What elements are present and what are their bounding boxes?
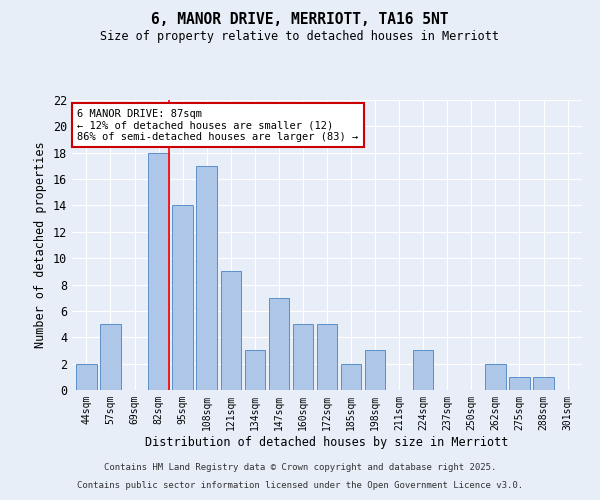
- Bar: [76, 364, 97, 390]
- Bar: [485, 364, 506, 390]
- Text: Contains HM Land Registry data © Crown copyright and database right 2025.: Contains HM Land Registry data © Crown c…: [104, 464, 496, 472]
- Bar: [413, 350, 433, 390]
- Bar: [172, 206, 193, 390]
- Bar: [245, 350, 265, 390]
- Bar: [100, 324, 121, 390]
- Bar: [221, 272, 241, 390]
- Bar: [365, 350, 385, 390]
- Y-axis label: Number of detached properties: Number of detached properties: [34, 142, 47, 348]
- Bar: [533, 377, 554, 390]
- Bar: [196, 166, 217, 390]
- Bar: [148, 152, 169, 390]
- Bar: [293, 324, 313, 390]
- Bar: [509, 377, 530, 390]
- Text: 6 MANOR DRIVE: 87sqm
← 12% of detached houses are smaller (12)
86% of semi-detac: 6 MANOR DRIVE: 87sqm ← 12% of detached h…: [77, 108, 358, 142]
- Bar: [317, 324, 337, 390]
- Text: 6, MANOR DRIVE, MERRIOTT, TA16 5NT: 6, MANOR DRIVE, MERRIOTT, TA16 5NT: [151, 12, 449, 28]
- Text: Size of property relative to detached houses in Merriott: Size of property relative to detached ho…: [101, 30, 499, 43]
- Bar: [269, 298, 289, 390]
- X-axis label: Distribution of detached houses by size in Merriott: Distribution of detached houses by size …: [145, 436, 509, 448]
- Text: Contains public sector information licensed under the Open Government Licence v3: Contains public sector information licen…: [77, 481, 523, 490]
- Bar: [341, 364, 361, 390]
